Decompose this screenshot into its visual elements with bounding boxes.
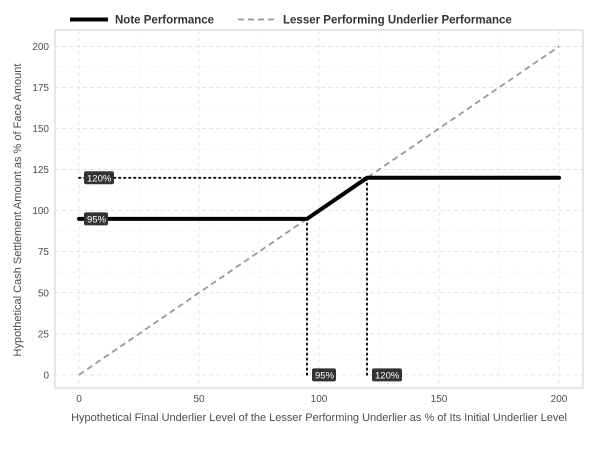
x-tick-label: 100 <box>311 394 328 405</box>
y-tick-label: 125 <box>32 165 49 176</box>
x-axis-title: Hypothetical Final Underlier Level of th… <box>71 412 567 424</box>
annotation-label-box <box>372 368 402 382</box>
annotation-label: 95% <box>87 214 107 225</box>
y-tick-label: 75 <box>38 247 50 258</box>
annotation-label-box <box>84 212 108 226</box>
annotation-label: 120% <box>375 370 400 381</box>
y-axis: 0 25 50 75 100 125 150 175 200 <box>32 42 49 381</box>
y-tick-label: 175 <box>32 83 49 94</box>
legend-label: Lesser Performing Underlier Performance <box>283 15 512 27</box>
plot-area: 120% 95% 95% 120% <box>54 29 584 389</box>
y-tick-label: 200 <box>32 42 49 53</box>
y-tick-label: 100 <box>32 206 49 217</box>
annotation-label: 120% <box>87 173 112 184</box>
x-tick-label: 150 <box>431 394 448 405</box>
y-tick-label: 25 <box>38 329 50 340</box>
annotation-label-box <box>312 368 336 382</box>
y-tick-label: 0 <box>43 370 49 381</box>
annotation-label: 95% <box>315 370 335 381</box>
annotation-label-box <box>84 171 114 185</box>
legend: Note Performance Lesser Performing Underl… <box>70 15 512 27</box>
y-tick-label: 50 <box>38 288 50 299</box>
x-axis: 0 50 100 150 200 <box>76 394 568 405</box>
x-tick-label: 50 <box>193 394 205 405</box>
y-axis-title: Hypothetical Cash Settlement Amount as %… <box>12 64 24 357</box>
y-tick-label: 150 <box>32 124 49 135</box>
x-tick-label: 200 <box>551 394 568 405</box>
series-line-note-performance <box>77 175 561 221</box>
x-tick-label: 0 <box>76 394 82 405</box>
legend-label: Note Performance <box>115 15 214 27</box>
